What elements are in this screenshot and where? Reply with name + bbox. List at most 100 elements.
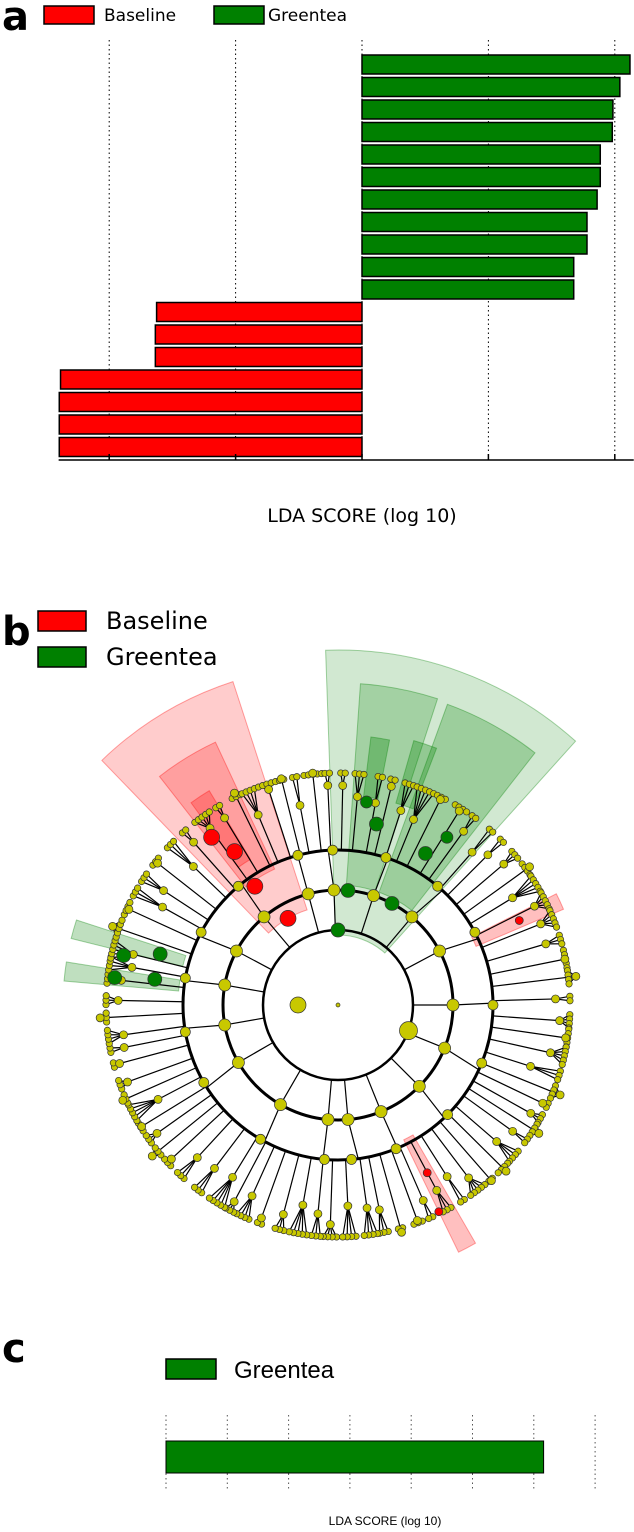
branch-29 — [157, 862, 217, 910]
bar-capnocytophaga — [361, 234, 588, 255]
leaf-node-27-2 — [134, 884, 142, 892]
branch-49 — [428, 830, 465, 880]
panel-a-lda-bar-chart: a Baseline Greentea LDA SCORE (log 10) — [2, 0, 634, 527]
branch-81 — [345, 1159, 349, 1206]
legend-label-greentea-c: Greentea — [234, 1357, 335, 1384]
leaf-edge-46-0 — [412, 786, 418, 820]
leaf-edge-80-2 — [366, 1207, 370, 1236]
leaf-node-8-2 — [191, 1183, 199, 1191]
cladogram-nodes — [95, 768, 581, 1241]
branch-68 — [468, 1087, 540, 1134]
leaf-edge-2-0 — [302, 1205, 308, 1235]
branch-75 — [410, 1141, 438, 1191]
leaf-edge-30-1 — [170, 844, 194, 867]
leaf-edge-27-2 — [137, 887, 163, 908]
branch-67 — [472, 1080, 532, 1114]
branch-19 — [123, 1025, 185, 1036]
inner-spoke-10 — [390, 1057, 420, 1087]
leaf-edge-74-1 — [446, 1176, 462, 1203]
branch-38 — [299, 805, 310, 853]
panel-b-legend: Baseline Greentea — [37, 607, 218, 671]
panel-a-x-axis — [58, 454, 634, 461]
leaf-edge-7-2 — [216, 1176, 234, 1204]
bar-moraxellaceae — [155, 301, 363, 323]
leaf-node-31-1 — [182, 826, 190, 834]
branch-41 — [340, 785, 344, 851]
mid-node-64 — [526, 1061, 535, 1071]
node-a — [514, 916, 524, 925]
leaf-node-57-2 — [558, 940, 566, 948]
leaf-node-41-1 — [341, 769, 349, 777]
ring-node-16 — [319, 1154, 330, 1165]
mid-node-21 — [113, 996, 123, 1005]
branch-46 — [395, 819, 415, 862]
leaf-edge-45-0 — [400, 782, 406, 811]
mid-node-47 — [435, 795, 445, 804]
branch-56 — [481, 923, 541, 948]
bar-bacteroidia — [361, 76, 621, 98]
inner-spoke-5 — [360, 895, 375, 934]
leaf-node-43-1 — [378, 773, 387, 781]
branch-48 — [419, 810, 460, 874]
inner-spoke-2 — [263, 916, 291, 948]
bar-streptococcus — [58, 391, 363, 413]
leaf-edge-14-3 — [130, 1098, 159, 1110]
mid-node-74 — [442, 1172, 452, 1181]
bar-streptococcaceae — [58, 436, 363, 458]
branch-79 — [368, 1156, 380, 1210]
mid-node-44 — [386, 782, 396, 791]
leaf-edge-46-4 — [413, 793, 435, 820]
mid-spoke-7 — [439, 938, 479, 952]
mid-node-34 — [230, 788, 239, 798]
mid-node-38 — [295, 800, 305, 810]
ring-node-9 — [476, 1057, 488, 1069]
mid-node-66 — [538, 1098, 548, 1108]
mid-node-10 — [167, 1154, 176, 1164]
branch-13 — [141, 1086, 207, 1128]
branch-15 — [122, 1067, 197, 1101]
mid-node-30 — [189, 862, 198, 871]
ring-node-3 — [292, 849, 304, 861]
leaf-node-56-4 — [553, 923, 561, 931]
leaf-node-28-2 — [142, 870, 151, 878]
mid-node-41 — [338, 781, 348, 790]
leaf-node-74-1 — [457, 1198, 465, 1206]
leaf-edge-45-2 — [400, 785, 415, 811]
leaf-node-7-4 — [205, 1194, 213, 1202]
legend-swatch-greentea — [213, 5, 265, 25]
leaf-edge-14-2 — [132, 1098, 159, 1114]
leaf-edge-80-1 — [366, 1207, 374, 1235]
mid-node-71 — [501, 1166, 511, 1176]
leaf-node-71-3 — [494, 1169, 502, 1177]
mid-node-76 — [418, 1196, 428, 1205]
panel-c-bars — [165, 1440, 545, 1474]
mid-node-60 — [551, 994, 560, 1004]
node-b — [440, 830, 454, 844]
leaf-edge-38-1 — [296, 776, 301, 806]
mid-node-78 — [397, 1227, 406, 1237]
branch-55 — [476, 905, 535, 936]
leaf-edge-64-0 — [530, 1065, 561, 1072]
bar-bacilli — [59, 369, 363, 390]
mid-node-28 — [159, 886, 168, 895]
leaf-edge-81-0 — [347, 1205, 357, 1237]
leaf-edge-35-0 — [241, 793, 259, 816]
leaf-edge-14-0 — [136, 1098, 159, 1122]
node-h — [246, 877, 264, 895]
inner-node-3 — [301, 887, 315, 901]
mid-node-70 — [492, 1137, 502, 1146]
inner-spoke-1 — [236, 950, 273, 971]
ring-node-8 — [487, 999, 499, 1011]
leaf-edge-38-0 — [291, 777, 301, 806]
node-f — [203, 828, 220, 846]
ring-node-12 — [346, 1154, 357, 1165]
panel-a-bars — [58, 54, 631, 458]
leaf-node-81-3 — [339, 1233, 347, 1241]
inner-node-12 — [341, 1113, 355, 1126]
mid-spoke-0 — [184, 979, 225, 986]
inner-node-9 — [438, 1041, 451, 1055]
branch-65 — [481, 1062, 561, 1096]
panel-b-cladogram: b Baseline Greentea — [2, 607, 581, 1253]
mid-node-52 — [499, 859, 509, 869]
legend-swatch-baseline-b — [37, 610, 87, 632]
